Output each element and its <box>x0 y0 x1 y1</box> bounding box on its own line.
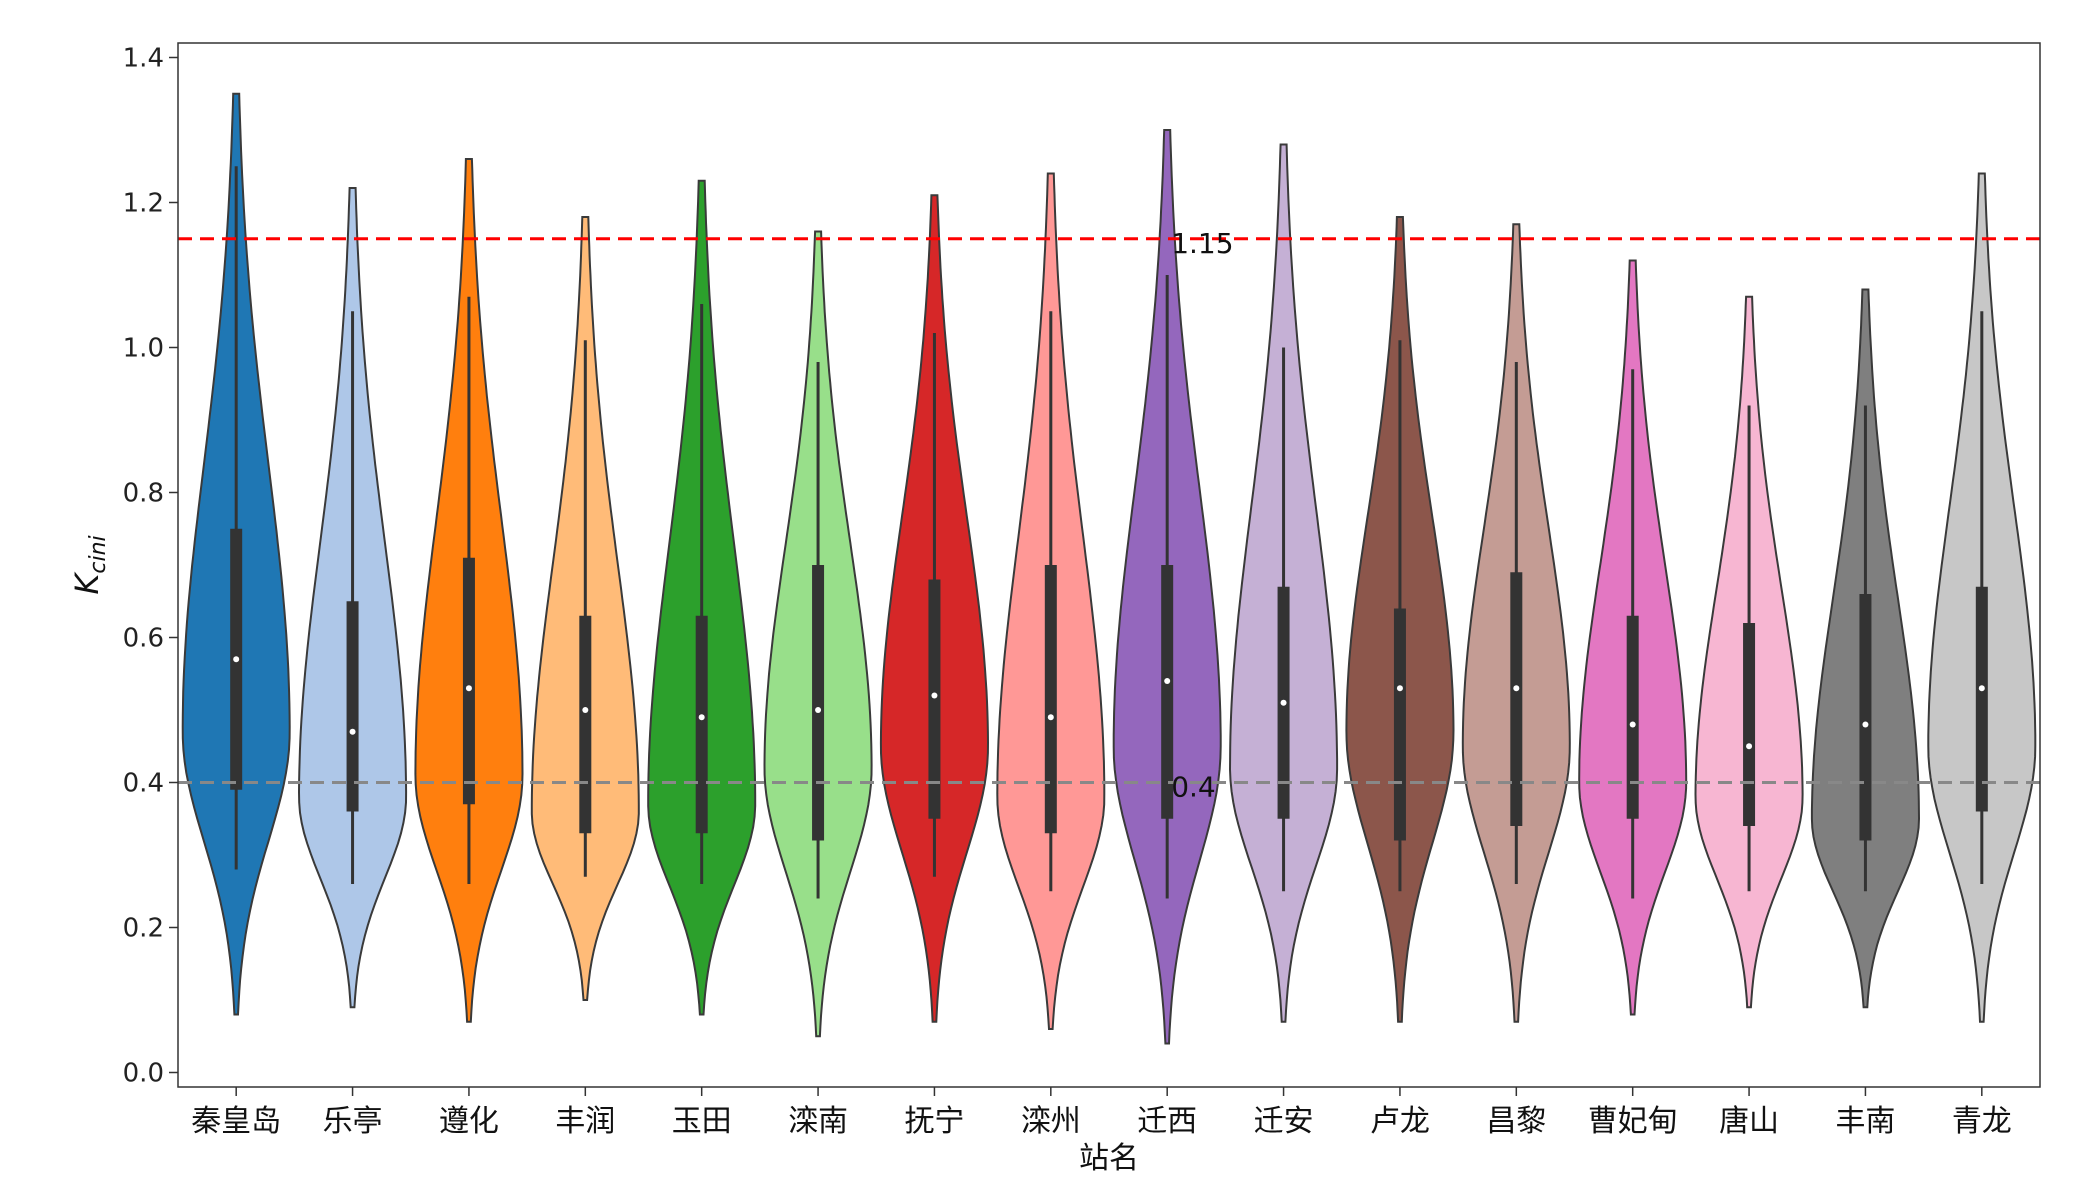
violin-iqr-box <box>579 615 592 834</box>
violin-median-point <box>1862 721 1869 728</box>
y-tick-label: 1.4 <box>123 44 164 74</box>
violin-median-point <box>1629 721 1636 728</box>
x-tick-label: 滦州 <box>1021 1104 1081 1139</box>
violin-median-point <box>582 707 589 713</box>
violin-iqr-box <box>1393 608 1406 841</box>
x-tick-label: 迁安 <box>1254 1104 1314 1139</box>
violin-iqr-box <box>1510 572 1523 826</box>
violin-median-point <box>1978 685 1985 692</box>
reference-line-label: 1.15 <box>1171 227 1233 260</box>
y-axis: 0.0 0.2 0.4 0.6 0.8 1.0 1.2 1.4 <box>123 44 178 1089</box>
x-tick-label: 曹妃甸 <box>1588 1104 1678 1139</box>
violin-iqr-box <box>1044 565 1057 834</box>
y-axis-title: Kcini <box>68 535 111 594</box>
violin-median-point <box>1164 678 1171 684</box>
violin-group <box>181 92 2037 1045</box>
y-tick-label: 0.4 <box>123 769 164 799</box>
violin-iqr-box <box>462 557 475 805</box>
violin-iqr-box <box>928 579 941 819</box>
violin-iqr-box <box>812 565 825 841</box>
violin-median-point <box>931 692 938 699</box>
x-tick-label: 抚宁 <box>904 1104 964 1139</box>
reference-line-label: 0.4 <box>1171 771 1216 804</box>
y-tick-label: 0.8 <box>123 479 164 509</box>
y-tick-label: 0.2 <box>123 914 164 944</box>
violin-median-point <box>1396 685 1403 692</box>
violin-iqr-box <box>1975 586 1988 812</box>
y-tick-label: 0.0 <box>123 1059 164 1089</box>
violin-median-point <box>698 714 705 721</box>
x-axis: 秦皇岛 乐亭 遵化 丰润 玉田 滦南 抚宁 滦州 迁西 迁安 卢龙 昌黎 曹妃甸 唐山 丰南 青龙 <box>191 1087 2012 1139</box>
y-tick-label: 1.2 <box>123 189 164 219</box>
x-tick-label: 秦皇岛 <box>191 1104 281 1139</box>
violin-iqr-box <box>1859 594 1872 841</box>
violin-iqr-box <box>695 615 708 834</box>
violin-iqr-box <box>346 601 359 812</box>
x-tick-label: 乐亭 <box>323 1104 383 1139</box>
violin-median-point <box>465 685 472 692</box>
y-tick-label: 0.6 <box>123 624 164 654</box>
x-axis-title: 站名 <box>1079 1141 1139 1176</box>
violin-median-point <box>815 707 822 713</box>
violin-median-point <box>233 656 240 663</box>
violin-median-point <box>1746 743 1753 750</box>
x-tick-label: 遵化 <box>439 1104 499 1139</box>
y-tick-label: 1.0 <box>123 334 164 364</box>
x-tick-label: 昌黎 <box>1486 1104 1546 1139</box>
x-tick-label: 唐山 <box>1719 1104 1779 1139</box>
violin-median-point <box>1513 685 1520 692</box>
x-tick-label: 玉田 <box>672 1104 732 1139</box>
violin-median-point <box>349 728 356 735</box>
plot-frame <box>177 42 2041 1088</box>
violin-median-point <box>1280 699 1287 706</box>
x-tick-label: 丰南 <box>1835 1104 1895 1139</box>
violin-median-point <box>1047 714 1054 721</box>
reference-lines: 1.15 0.4 <box>178 227 2040 804</box>
violin-iqr-box <box>1161 565 1174 819</box>
x-tick-label: 滦南 <box>788 1104 848 1139</box>
x-tick-label: 迁西 <box>1137 1104 1197 1139</box>
violin-iqr-box <box>1626 615 1639 819</box>
x-tick-label: 丰润 <box>555 1104 615 1139</box>
x-tick-label: 青龙 <box>1952 1104 2012 1139</box>
x-tick-label: 卢龙 <box>1370 1104 1430 1139</box>
violin-iqr-box <box>1743 623 1756 826</box>
